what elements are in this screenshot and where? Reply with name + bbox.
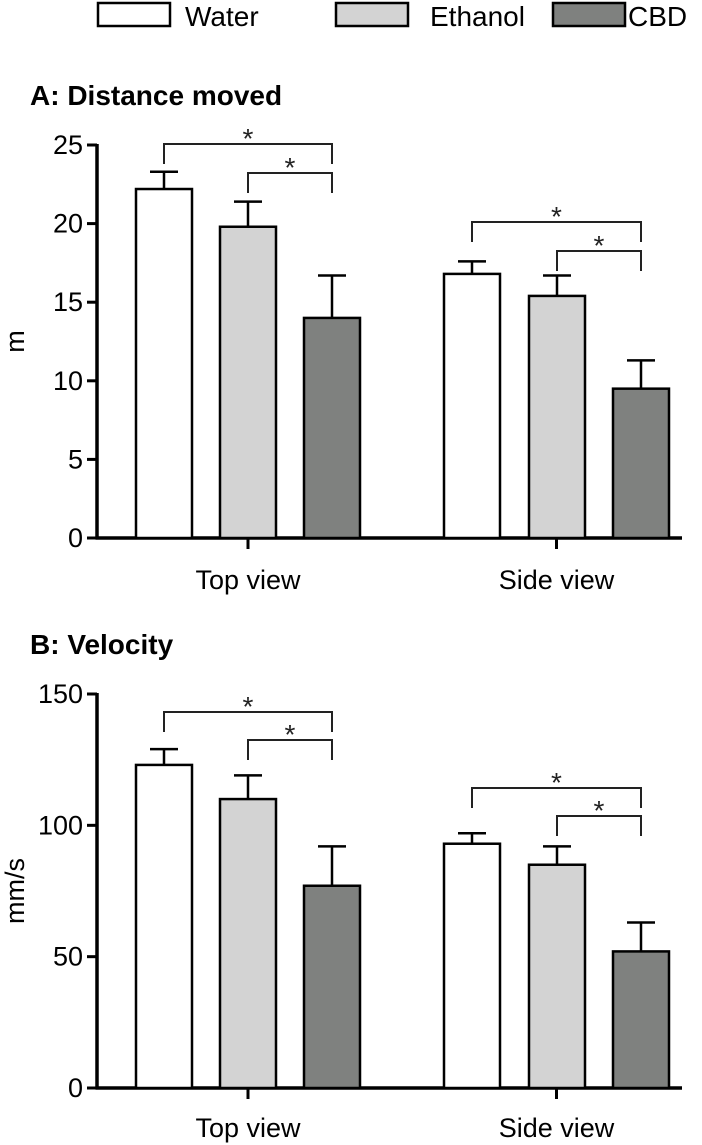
y-tick-label: 50 [53, 942, 83, 972]
y-tick-label: 25 [53, 130, 83, 160]
significance-star: * [551, 767, 562, 798]
bar-cbd-top-view [302, 316, 362, 540]
y-tick-label: 100 [38, 810, 83, 840]
chart-title: B: Velocity [30, 629, 174, 660]
significance-bracket [163, 711, 333, 732]
significance-bracket [556, 250, 642, 271]
bar-ethanol-side-view [527, 863, 587, 1090]
y-axis-label: m [0, 330, 30, 353]
legend-swatch-water [96, 1, 172, 28]
bar-cbd-side-view [611, 387, 671, 540]
significance-bracket [556, 815, 642, 836]
significance-bracket [163, 143, 333, 164]
bar-water-top-view [134, 187, 194, 540]
panel-b-velocity: B: Velocity mm/s 0 50 100 150 Top view Side vie… [0, 629, 682, 1143]
significance-bracket [247, 739, 333, 760]
y-tick-label: 10 [53, 366, 83, 396]
legend-swatch-cbd [551, 1, 627, 28]
y-tick-label: 0 [68, 523, 83, 553]
bar-water-side-view [442, 272, 502, 540]
panel-a-distance-moved: A: Distance moved m 0 5 10 15 20 25 Top view Side… [0, 80, 682, 595]
legend-label-ethanol: Ethanol [430, 1, 525, 32]
y-tick-label: 150 [38, 679, 83, 709]
x-category-label: Side view [499, 565, 615, 595]
x-category-label: Top view [195, 1113, 301, 1143]
bar-ethanol-side-view [527, 294, 587, 540]
y-tick-label: 15 [53, 287, 83, 317]
x-category-label: Side view [499, 1113, 615, 1143]
significance-star: * [243, 123, 254, 154]
y-tick-label: 5 [68, 444, 83, 474]
significance-star: * [243, 691, 254, 722]
significance-star: * [594, 795, 605, 826]
legend-swatch-ethanol [334, 1, 410, 28]
significance-star: * [285, 719, 296, 750]
y-axis-label: mm/s [0, 858, 30, 924]
legend: Water Ethanol CBD [96, 1, 687, 32]
legend-label-cbd: CBD [628, 1, 687, 32]
significance-star: * [551, 201, 562, 232]
significance-star: * [285, 152, 296, 183]
bar-water-top-view [134, 763, 194, 1090]
bar-ethanol-top-view [218, 797, 278, 1090]
bar-cbd-top-view [302, 884, 362, 1090]
y-tick-label: 20 [53, 209, 83, 239]
significance-bracket [471, 221, 642, 242]
significance-bracket [471, 787, 642, 808]
significance-bracket [247, 172, 333, 193]
chart-title: A: Distance moved [30, 80, 282, 111]
significance-star: * [594, 230, 605, 261]
bar-ethanol-top-view [218, 225, 278, 540]
bar-water-side-view [442, 842, 502, 1090]
legend-label-water: Water [185, 1, 259, 32]
bar-cbd-side-view [611, 950, 671, 1090]
y-tick-label: 0 [68, 1073, 83, 1103]
x-category-label: Top view [195, 565, 301, 595]
